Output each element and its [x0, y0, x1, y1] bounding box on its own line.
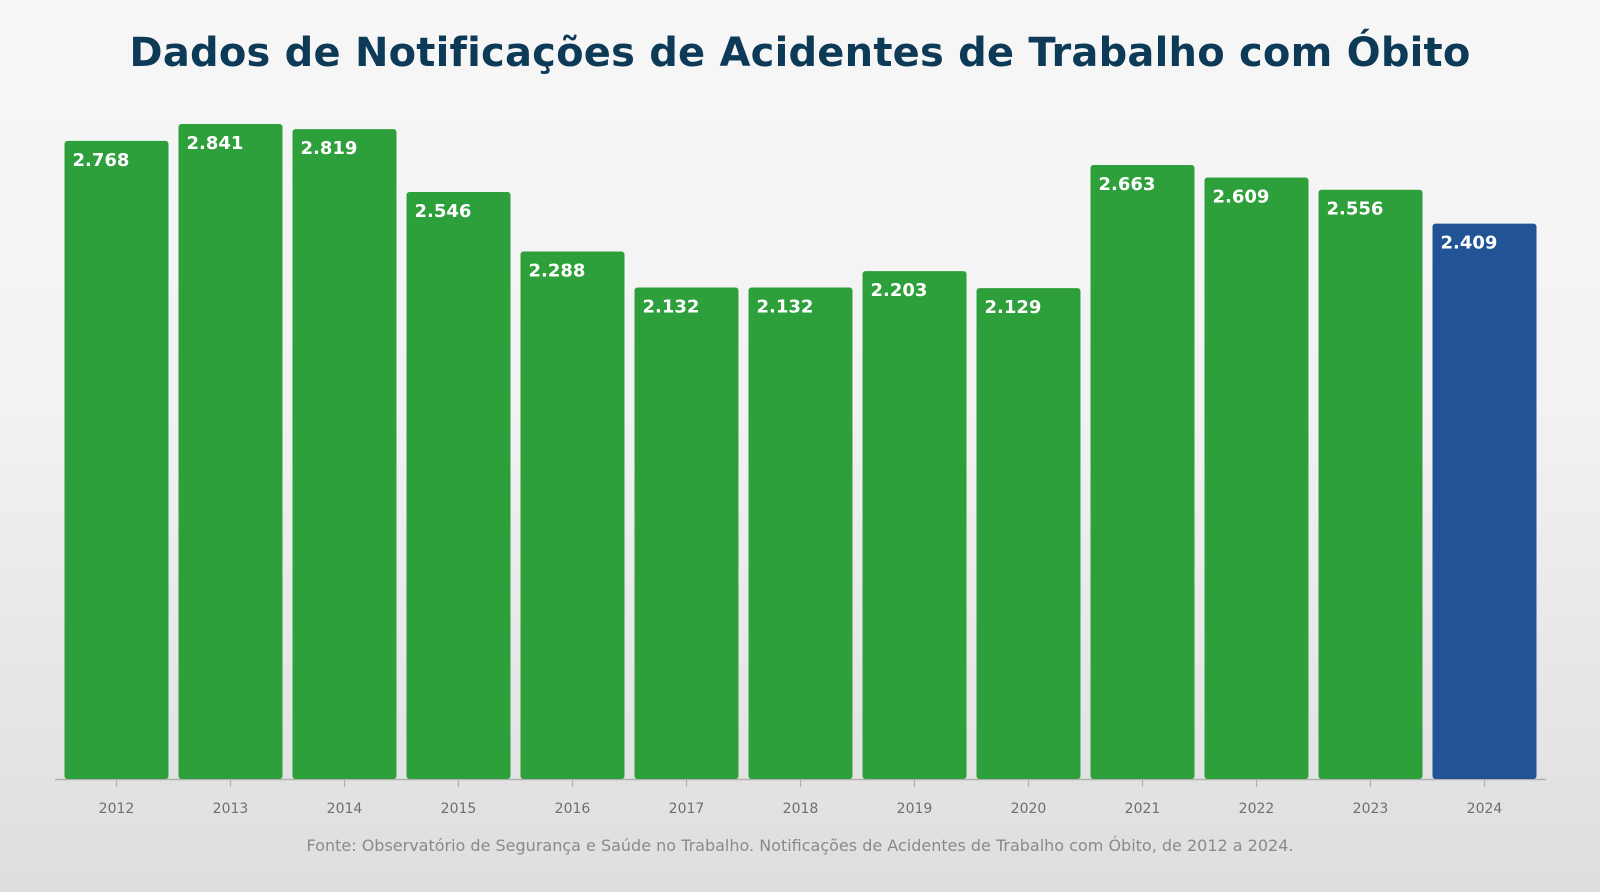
bar-2019: [862, 271, 967, 779]
x-tick-label-2015: 2015: [441, 801, 477, 817]
value-label-2021: 2.663: [1099, 174, 1156, 195]
chart-title: Dados de Notificações de Acidentes de Tr…: [129, 30, 1471, 76]
bar-2014: [292, 129, 397, 780]
x-tick-label-2022: 2022: [1239, 801, 1275, 817]
bar-2018: [748, 287, 853, 779]
bar-2023: [1318, 189, 1423, 779]
x-tick-label-2013: 2013: [213, 801, 249, 817]
value-label-2014: 2.819: [301, 138, 358, 159]
value-label-2012: 2.768: [73, 150, 130, 171]
source-note: Fonte: Observatório de Segurança e Saúde…: [306, 836, 1294, 855]
value-label-2015: 2.546: [415, 201, 472, 222]
x-tick-label-2021: 2021: [1125, 801, 1161, 817]
value-label-2013: 2.841: [187, 133, 244, 154]
value-label-2019: 2.203: [871, 280, 928, 301]
x-tick-label-2014: 2014: [327, 801, 363, 817]
bar-2021: [1090, 165, 1195, 780]
value-label-2023: 2.556: [1327, 199, 1384, 220]
x-tick-label-2017: 2017: [669, 801, 705, 817]
value-label-2016: 2.288: [529, 260, 586, 281]
bar-2015: [406, 192, 511, 779]
value-label-2017: 2.132: [643, 296, 700, 317]
bar-2022: [1204, 177, 1309, 779]
x-tick-label-2020: 2020: [1011, 801, 1047, 817]
value-label-2024: 2.409: [1441, 233, 1498, 254]
x-tick-label-2018: 2018: [783, 801, 819, 817]
bar-2013: [178, 124, 283, 779]
bar-2017: [634, 287, 739, 779]
value-label-2022: 2.609: [1213, 186, 1270, 207]
bar-2024: [1432, 223, 1537, 779]
x-tick-label-2019: 2019: [897, 801, 933, 817]
x-tick-label-2016: 2016: [555, 801, 591, 817]
value-label-2018: 2.132: [757, 296, 814, 317]
x-tick-label-2023: 2023: [1353, 801, 1389, 817]
x-tick-label-2024: 2024: [1467, 801, 1503, 817]
bar-2020: [976, 288, 1081, 779]
bar-2012: [64, 140, 169, 780]
bar-2016: [520, 251, 625, 779]
x-tick-label-2012: 2012: [99, 801, 135, 817]
value-label-2020: 2.129: [985, 297, 1042, 318]
